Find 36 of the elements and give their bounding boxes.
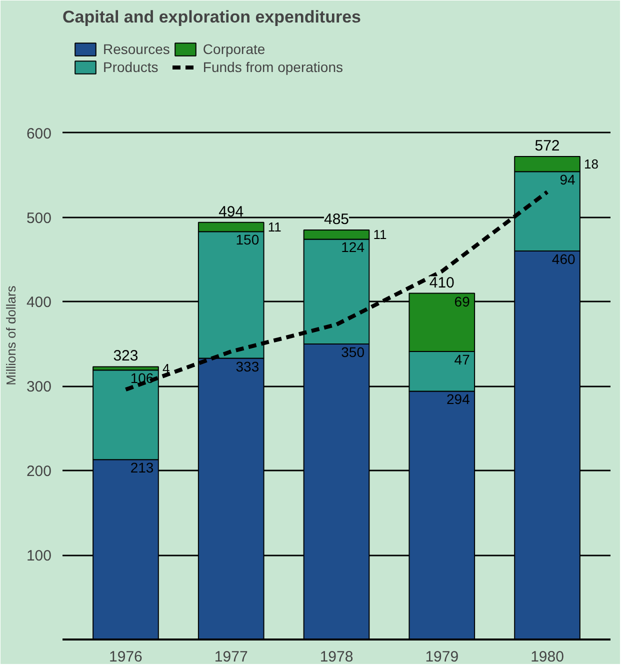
legend-label: Funds from operations [202,59,343,75]
data-label: 11 [373,227,387,242]
x-tick-label: 1977 [214,648,248,666]
legend-label: Products [103,59,158,75]
y-tick-label: 500 [26,210,52,227]
total-label: 572 [534,137,560,154]
data-label: 11 [268,219,282,234]
x-tick-label: 1978 [320,648,354,666]
data-label: 350 [341,344,365,360]
total-label: 485 [324,210,350,228]
total-label: 323 [113,348,138,365]
y-tick-label: 400 [26,294,52,312]
legend-label: Corporate [202,41,266,57]
x-tick-label: 1979 [425,648,459,666]
data-label: 333 [236,358,260,374]
chart-title: Capital and exploration expenditures [62,8,362,26]
data-label: 47 [454,352,470,368]
x-tick-label: 1976 [109,648,142,666]
total-label: 494 [218,203,244,220]
data-label: 69 [454,293,470,310]
legend-label: Resources [103,41,170,57]
data-label: 4 [162,360,170,376]
y-tick-label: 300 [26,378,52,396]
y-tick-label: 600 [26,125,52,142]
data-label: 213 [130,460,154,476]
total-label: 410 [429,274,454,292]
y-tick-label: 100 [26,548,52,565]
x-tick-label: 1980 [530,648,564,666]
y-tick-label: 200 [26,463,52,480]
data-label: 124 [341,239,365,256]
data-label: 150 [236,232,260,248]
data-label: 94 [560,172,576,188]
data-label: 18 [584,156,598,172]
data-label: 460 [552,251,576,268]
data-label: 294 [446,391,470,408]
y-axis-title: Millions of dollars [3,285,18,386]
